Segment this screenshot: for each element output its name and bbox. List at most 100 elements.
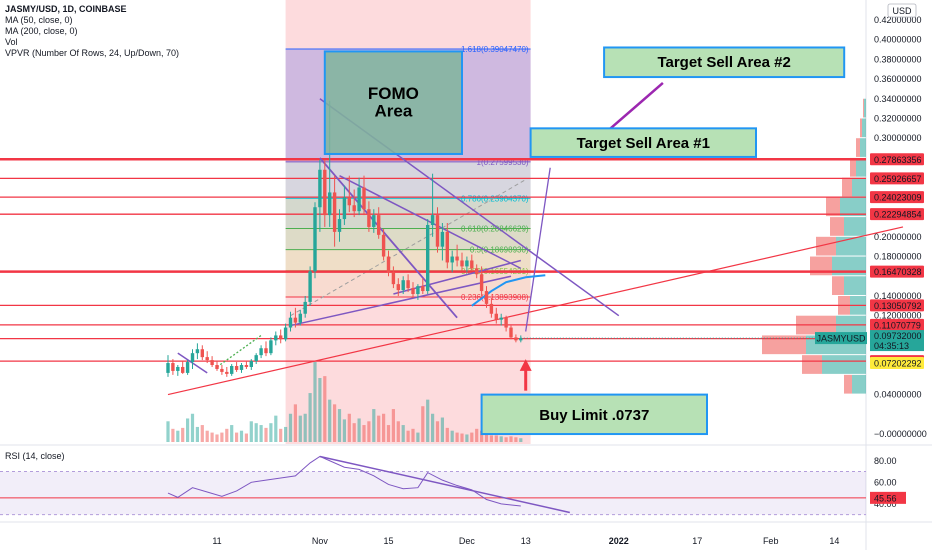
candle (308, 266, 312, 306)
ma50-legend[interactable]: MA (50, close, 0) (5, 15, 73, 25)
candle-body (190, 353, 195, 363)
dotted-trend-line[interactable] (216, 334, 262, 368)
candle (249, 359, 253, 370)
vpvr-down-bar (762, 335, 806, 355)
candle-body (332, 192, 337, 232)
fomo-area-box[interactable] (323, 50, 463, 155)
vpvr-down-bar (863, 98, 864, 118)
time-tick-label: 14 (829, 536, 839, 546)
time-tick-label: 2022 (609, 536, 629, 546)
vpvr-down-bar (860, 118, 862, 138)
candle (484, 286, 489, 308)
candle-body (283, 327, 288, 340)
current-price-tag[interactable] (870, 330, 924, 352)
candle-body (259, 348, 263, 356)
volume-bar (298, 415, 302, 442)
candle-body (234, 365, 239, 370)
price-tick-label: 0.32000000 (874, 113, 922, 123)
volume-bar (284, 426, 288, 442)
volume-bar (352, 423, 356, 442)
volume-bar (328, 399, 332, 442)
rsi-value-tag[interactable] (870, 491, 906, 504)
vpvr-up-bar (844, 217, 866, 236)
price-label-bg (870, 208, 924, 221)
volume-bar (181, 427, 185, 442)
price-label-tag[interactable]: 0.11070779 (870, 318, 924, 331)
volume-profile (762, 98, 866, 394)
candle-body (225, 371, 229, 374)
projection-line[interactable] (525, 167, 551, 332)
rising-support-line[interactable] (167, 226, 904, 396)
candle-body (249, 361, 253, 367)
target-sell-2-box[interactable] (603, 46, 846, 79)
target-sell-1-box[interactable] (529, 127, 757, 158)
volume-bars (166, 362, 523, 442)
volume-legend[interactable]: Vol (5, 37, 18, 47)
volume-bar (269, 423, 273, 442)
candle-body (176, 366, 180, 371)
volume-bar (171, 428, 175, 442)
rsi-line[interactable] (167, 455, 521, 507)
time-axis[interactable]: 11 Nov 15 Dec 13 2022 17 Feb 14 (212, 536, 839, 546)
price-label-tag[interactable]: 0.22294854 (870, 208, 924, 221)
volume-bar (259, 425, 263, 442)
price-label-tag[interactable]: 0.07202292 (870, 357, 924, 370)
currency-badge[interactable]: USD (887, 3, 917, 18)
symbol-title[interactable]: JASMY/USD, 1D, COINBASE (5, 4, 127, 14)
candle (166, 355, 170, 377)
price-label-tag[interactable]: 0.27863356 (870, 153, 924, 166)
fib-level-label: 1(0.27599530) (477, 158, 529, 167)
volume-bar (401, 425, 405, 442)
candle-body (455, 256, 459, 261)
rsi-tick-label: 60.00 (874, 477, 897, 487)
trend-line[interactable] (339, 175, 522, 270)
symbol-tag-label: JASMYUSD (816, 334, 866, 344)
vpvr-down-bar (842, 177, 852, 197)
price-tick-label: 0.42000000 (874, 15, 922, 25)
fib-level-label: 0.236(0.13893908) (461, 293, 529, 302)
candle (220, 365, 224, 375)
price-axis[interactable]: 0.42000000 0.40000000 0.38000000 0.36000000… (520, 15, 927, 439)
candle-body (328, 192, 332, 216)
candle-body (171, 363, 175, 371)
trend-line[interactable] (319, 157, 458, 319)
price-tick-label: 0.12000000 (874, 311, 922, 321)
volume-bar (342, 419, 346, 442)
buy-limit-box[interactable] (480, 393, 708, 436)
candle-body (239, 365, 244, 370)
candle (318, 159, 322, 232)
candle (171, 359, 175, 375)
candle-body (509, 327, 513, 338)
price-label-tag[interactable]: 0.25926657 (870, 172, 924, 185)
vpvr-legend[interactable]: VPVR (Number Of Rows, 24, Up/Down, 70) (5, 48, 179, 58)
price-label-tag[interactable]: 0.16470328 (870, 265, 924, 278)
candle-body (401, 280, 405, 291)
price-label-bg (870, 153, 924, 166)
candle-body (381, 234, 386, 257)
vpvr-down-bar (830, 217, 844, 236)
volume-bar (519, 438, 523, 442)
price-tick-label: 0.40000000 (874, 35, 922, 45)
price-label-tag[interactable]: 0.24023009 (870, 191, 924, 204)
price-tick-label: 0.30000000 (874, 133, 922, 143)
candle (225, 366, 229, 377)
symbol-tag[interactable] (815, 332, 867, 345)
rsi-title[interactable]: RSI (14, close) (5, 451, 65, 461)
candle-body (362, 187, 366, 210)
rsi-band (0, 471, 866, 515)
rsi-divergence-line[interactable] (319, 455, 570, 514)
candle-body (210, 360, 214, 366)
price-label-bg (870, 191, 924, 204)
trend-line[interactable] (290, 275, 512, 327)
price-label-text: 0.27863356 (874, 155, 922, 165)
price-label-tag[interactable]: 0.13050792 (870, 299, 924, 312)
target-sell-2-label: Target Sell Area #2 (657, 54, 790, 71)
candle-body (337, 219, 342, 232)
vpvr-down-bar (850, 157, 856, 177)
ma200-legend[interactable]: MA (200, close, 0) (5, 26, 78, 36)
price-tick-label: 0.38000000 (874, 54, 922, 64)
candle (313, 202, 317, 279)
